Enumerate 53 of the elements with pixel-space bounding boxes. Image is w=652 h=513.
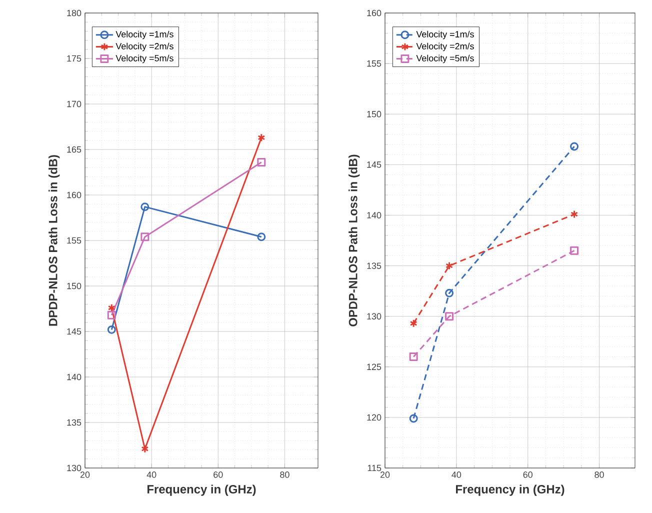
point <box>141 444 149 454</box>
x-tick-label: 40 <box>146 472 156 478</box>
y-tick-label: 145 <box>367 162 382 168</box>
y-tick-label: 170 <box>67 100 82 108</box>
y-tick-label: 180 <box>67 10 82 16</box>
x-axis-title: Frequency in (GHz) <box>147 484 256 496</box>
legend-label: Velocity =1m/s <box>416 30 474 40</box>
x-tick-label: 40 <box>452 472 462 478</box>
point <box>257 158 266 166</box>
y-tick-label: 160 <box>367 10 382 16</box>
y-tick-label: 165 <box>67 146 82 153</box>
y-tick-label: 150 <box>367 110 382 118</box>
x-tick-label: 20 <box>380 472 390 478</box>
y-axis-title: DPDP-NLOS Path Loss in (dB) <box>48 155 60 326</box>
y-tick-label: 135 <box>367 262 382 269</box>
legend-label: Velocity =5m/s <box>116 54 174 64</box>
y-tick-label: 160 <box>67 192 82 198</box>
point <box>445 312 454 321</box>
point <box>445 288 454 298</box>
legend-label: Velocity =2m/s <box>116 42 174 52</box>
y-tick-label: 175 <box>67 55 82 62</box>
point <box>107 310 116 320</box>
x-tick-label: 20 <box>80 472 90 478</box>
y-tick-label: 130 <box>367 313 382 320</box>
point <box>570 210 578 218</box>
point <box>409 352 418 362</box>
y-tick-label: 145 <box>67 328 82 335</box>
y-axis-title: OPDP-NLOS Path Loss in (dB) <box>348 154 360 326</box>
x-tick-label: 80 <box>594 472 604 478</box>
point <box>570 142 579 151</box>
x-tick-label: 80 <box>280 472 290 478</box>
x-axis-title: Frequency in (GHz) <box>456 484 564 496</box>
y-tick-label: 140 <box>67 374 82 380</box>
x-tick-label: 60 <box>523 472 532 478</box>
y-tick-label: 120 <box>367 414 382 421</box>
legend-label: Velocity =1m/s <box>116 30 174 40</box>
y-tick-label: 155 <box>367 60 382 67</box>
y-tick-label: 125 <box>367 364 382 370</box>
point <box>410 319 418 328</box>
point <box>446 262 454 270</box>
legend-label: Velocity =2m/s <box>416 42 474 52</box>
legend-label: Velocity =5m/s <box>416 54 474 64</box>
y-tick-label: 115 <box>368 464 382 472</box>
point <box>140 202 150 212</box>
point <box>140 232 150 242</box>
y-tick-label: 150 <box>67 282 82 290</box>
y-tick-label: 130 <box>67 464 82 472</box>
y-tick-label: 140 <box>367 212 382 218</box>
y-tick-label: 135 <box>67 419 82 426</box>
point <box>570 246 579 255</box>
y-tick-label: 155 <box>67 237 82 244</box>
point <box>409 414 418 423</box>
x-tick-label: 60 <box>214 472 223 478</box>
